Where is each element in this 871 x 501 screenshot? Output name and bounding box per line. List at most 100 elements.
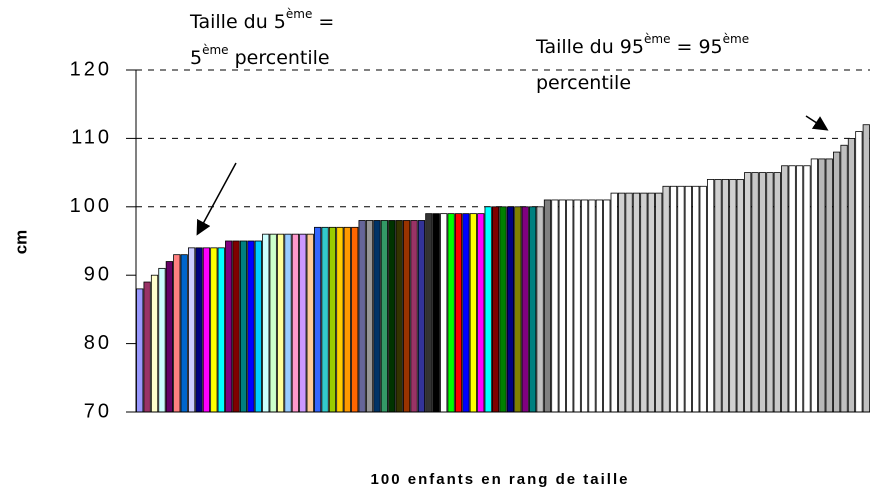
annotation-part: Taille du 95 [535,36,644,58]
bar [736,179,744,413]
y-tick-label: 90 [84,263,112,285]
bar [603,199,611,413]
bar [840,144,848,413]
bar [655,192,663,413]
bar [706,179,715,413]
bar [491,206,500,413]
bar [380,220,388,413]
bar [714,179,722,413]
arrow [805,115,829,131]
annotation: Taille du 5ème = [189,7,334,33]
bar [499,206,507,413]
bar [788,165,796,413]
bar [269,233,277,413]
bar [239,240,248,413]
bar [833,151,841,413]
bar [566,199,574,413]
bar [373,220,381,413]
bar [202,247,211,413]
bar [454,213,463,413]
bar [143,281,151,413]
annotation: Taille du 95ème = 95ème [535,32,749,58]
bar [803,165,811,413]
bar [158,267,166,413]
bar [262,233,270,413]
bar [721,179,730,413]
bar [855,131,863,413]
y-axis-label: cm [11,230,30,255]
bar [351,226,359,413]
x-axis-label: 100 enfants en rang de taille [371,471,630,488]
bar [284,233,292,413]
annotation-background [187,42,333,69]
bar [410,220,418,413]
annotation-part: percentile [229,47,330,69]
bar [328,226,337,413]
bar [588,199,596,413]
bar [573,199,581,413]
bar [699,185,707,413]
y-tick-label: 100 [70,195,112,217]
annotation-background [186,6,338,33]
bar [766,172,774,413]
y-tick-label: 70 [84,400,112,422]
bar [187,247,196,413]
bar [558,199,566,413]
bar [677,185,685,413]
bar [751,172,759,413]
bar [150,274,159,413]
bar [669,185,678,413]
bar [744,172,752,413]
annotation-part: = [312,11,334,33]
bar [210,247,218,413]
bar [758,172,767,413]
bar [447,213,455,413]
bar [388,220,396,413]
bar [551,199,559,413]
bar [217,247,225,413]
y-tick-label: 120 [70,58,112,80]
bar [417,220,426,413]
bar [684,185,692,413]
bar [365,220,374,413]
bar [595,199,603,413]
annotation-part: ème [644,32,670,46]
bar [336,226,344,413]
bar [299,233,307,413]
bar [276,233,285,413]
bar [529,206,537,413]
bar [314,226,322,413]
bar [343,226,351,413]
bar [180,254,188,413]
bar [825,158,833,413]
bar [440,213,448,413]
annotation-background [532,31,753,58]
bar [484,206,492,413]
bar [247,240,255,413]
bar [729,179,737,413]
bar [469,213,477,413]
bar [543,199,552,413]
bar [795,165,804,413]
bar [618,192,626,413]
bar [225,240,233,413]
bar [625,192,633,413]
bar [462,213,470,413]
bar [395,220,403,413]
bar [306,233,314,413]
bar [810,158,819,413]
bar [536,206,544,413]
bar [321,226,329,413]
bar [173,254,181,413]
y-tick-label: 110 [71,127,112,149]
annotation-part: 5 [190,47,202,69]
bar [195,247,203,413]
y-tick-label: 80 [84,332,112,354]
annotation-background [533,71,635,94]
bar [632,192,641,413]
bar [514,206,522,413]
bar [580,199,589,413]
bar [291,233,300,413]
bar [432,213,440,413]
